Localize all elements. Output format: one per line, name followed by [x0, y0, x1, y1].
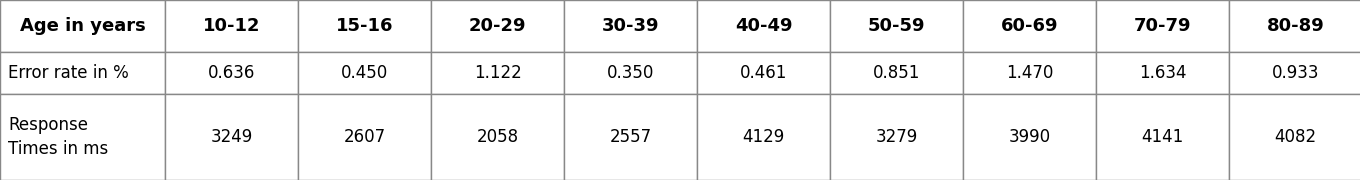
- Bar: [1096, 52, 1229, 94]
- Text: Response
Times in ms: Response Times in ms: [8, 116, 109, 158]
- Text: Age in years: Age in years: [19, 17, 146, 35]
- Bar: [1229, 94, 1360, 180]
- Text: 1.634: 1.634: [1138, 64, 1186, 82]
- Bar: [1096, 94, 1229, 180]
- Bar: [165, 94, 298, 180]
- Text: 4082: 4082: [1274, 128, 1316, 146]
- Text: 0.461: 0.461: [740, 64, 787, 82]
- Bar: [431, 52, 564, 94]
- Bar: [696, 94, 830, 180]
- Bar: [298, 0, 431, 52]
- Bar: [963, 0, 1096, 52]
- Bar: [830, 94, 963, 180]
- Bar: [1229, 0, 1360, 52]
- Bar: [963, 94, 1096, 180]
- Text: 3990: 3990: [1008, 128, 1050, 146]
- Bar: [564, 94, 696, 180]
- Bar: [431, 94, 564, 180]
- Text: 40-49: 40-49: [734, 17, 793, 35]
- Text: 4129: 4129: [743, 128, 785, 146]
- Bar: [696, 52, 830, 94]
- Text: 20-29: 20-29: [469, 17, 526, 35]
- Bar: [963, 52, 1096, 94]
- Bar: [165, 0, 298, 52]
- Bar: [0, 52, 165, 94]
- Bar: [830, 0, 963, 52]
- Text: 30-39: 30-39: [601, 17, 660, 35]
- Text: 0.350: 0.350: [607, 64, 654, 82]
- Text: 2557: 2557: [609, 128, 651, 146]
- Text: 1.470: 1.470: [1006, 64, 1053, 82]
- Text: 2058: 2058: [476, 128, 518, 146]
- Bar: [431, 0, 564, 52]
- Bar: [564, 52, 696, 94]
- Text: 0.636: 0.636: [208, 64, 256, 82]
- Text: 4141: 4141: [1141, 128, 1183, 146]
- Bar: [298, 52, 431, 94]
- Text: 0.933: 0.933: [1272, 64, 1319, 82]
- Text: 3279: 3279: [876, 128, 918, 146]
- Bar: [1096, 0, 1229, 52]
- Text: 60-69: 60-69: [1001, 17, 1058, 35]
- Text: 0.450: 0.450: [341, 64, 388, 82]
- Text: 1.122: 1.122: [473, 64, 521, 82]
- Bar: [1229, 52, 1360, 94]
- Text: 0.851: 0.851: [873, 64, 921, 82]
- Text: Error rate in %: Error rate in %: [8, 64, 129, 82]
- Bar: [298, 94, 431, 180]
- Bar: [696, 0, 830, 52]
- Bar: [0, 94, 165, 180]
- Text: 70-79: 70-79: [1134, 17, 1191, 35]
- Text: 3249: 3249: [211, 128, 253, 146]
- Bar: [564, 0, 696, 52]
- Text: 2607: 2607: [344, 128, 386, 146]
- Text: 15-16: 15-16: [336, 17, 393, 35]
- Bar: [0, 0, 165, 52]
- Bar: [165, 52, 298, 94]
- Text: 50-59: 50-59: [868, 17, 925, 35]
- Text: 10-12: 10-12: [203, 17, 260, 35]
- Bar: [830, 52, 963, 94]
- Text: 80-89: 80-89: [1266, 17, 1325, 35]
